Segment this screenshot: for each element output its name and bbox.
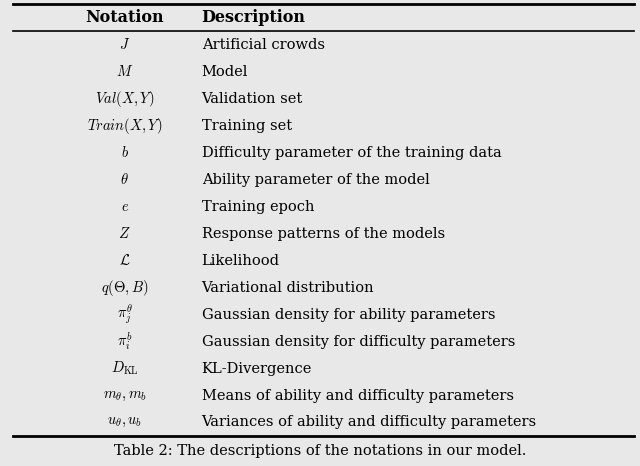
Text: Difficulty parameter of the training data: Difficulty parameter of the training dat…	[202, 146, 501, 160]
Text: Variational distribution: Variational distribution	[202, 281, 374, 295]
Text: Ability parameter of the model: Ability parameter of the model	[202, 173, 429, 187]
Text: $\pi^{b}_{i}$: $\pi^{b}_{i}$	[117, 331, 132, 352]
Text: Model: Model	[202, 65, 248, 79]
Text: Likelihood: Likelihood	[202, 254, 280, 267]
Text: $b$: $b$	[121, 145, 129, 160]
Text: Artificial crowds: Artificial crowds	[202, 38, 324, 52]
Text: Validation set: Validation set	[202, 92, 303, 106]
Text: Variances of ability and difficulty parameters: Variances of ability and difficulty para…	[202, 416, 537, 430]
Text: Means of ability and difficulty parameters: Means of ability and difficulty paramete…	[202, 389, 514, 403]
Text: Notation: Notation	[86, 9, 164, 27]
Text: $Train(X,Y)$: $Train(X,Y)$	[87, 116, 163, 136]
Text: Gaussian density for difficulty parameters: Gaussian density for difficulty paramete…	[202, 335, 515, 349]
Text: $u_{\theta}, u_{b}$: $u_{\theta}, u_{b}$	[107, 416, 143, 430]
Text: Response patterns of the models: Response patterns of the models	[202, 226, 445, 240]
Text: $Z$: $Z$	[118, 226, 131, 241]
Text: $e$: $e$	[121, 200, 129, 214]
Text: $\pi^{\theta}_{j}$: $\pi^{\theta}_{j}$	[117, 303, 132, 327]
Text: $Val(X,Y)$: $Val(X,Y)$	[95, 89, 155, 109]
Text: Description: Description	[202, 9, 306, 27]
Text: $D_{\mathrm{KL}}$: $D_{\mathrm{KL}}$	[111, 360, 139, 377]
Text: Training set: Training set	[202, 119, 292, 133]
Text: Training epoch: Training epoch	[202, 200, 314, 214]
Text: $\mathcal{L}$: $\mathcal{L}$	[119, 253, 131, 268]
Text: $m_{\theta}, m_{b}$: $m_{\theta}, m_{b}$	[102, 389, 147, 403]
Text: Table 2: The descriptions of the notations in our model.: Table 2: The descriptions of the notatio…	[114, 444, 526, 458]
Text: Gaussian density for ability parameters: Gaussian density for ability parameters	[202, 308, 495, 322]
Text: $q(\Theta, B)$: $q(\Theta, B)$	[101, 278, 148, 298]
Text: KL-Divergence: KL-Divergence	[202, 362, 312, 376]
Text: $\theta$: $\theta$	[120, 172, 129, 187]
Text: $M$: $M$	[116, 64, 133, 79]
Text: $J$: $J$	[119, 37, 131, 52]
